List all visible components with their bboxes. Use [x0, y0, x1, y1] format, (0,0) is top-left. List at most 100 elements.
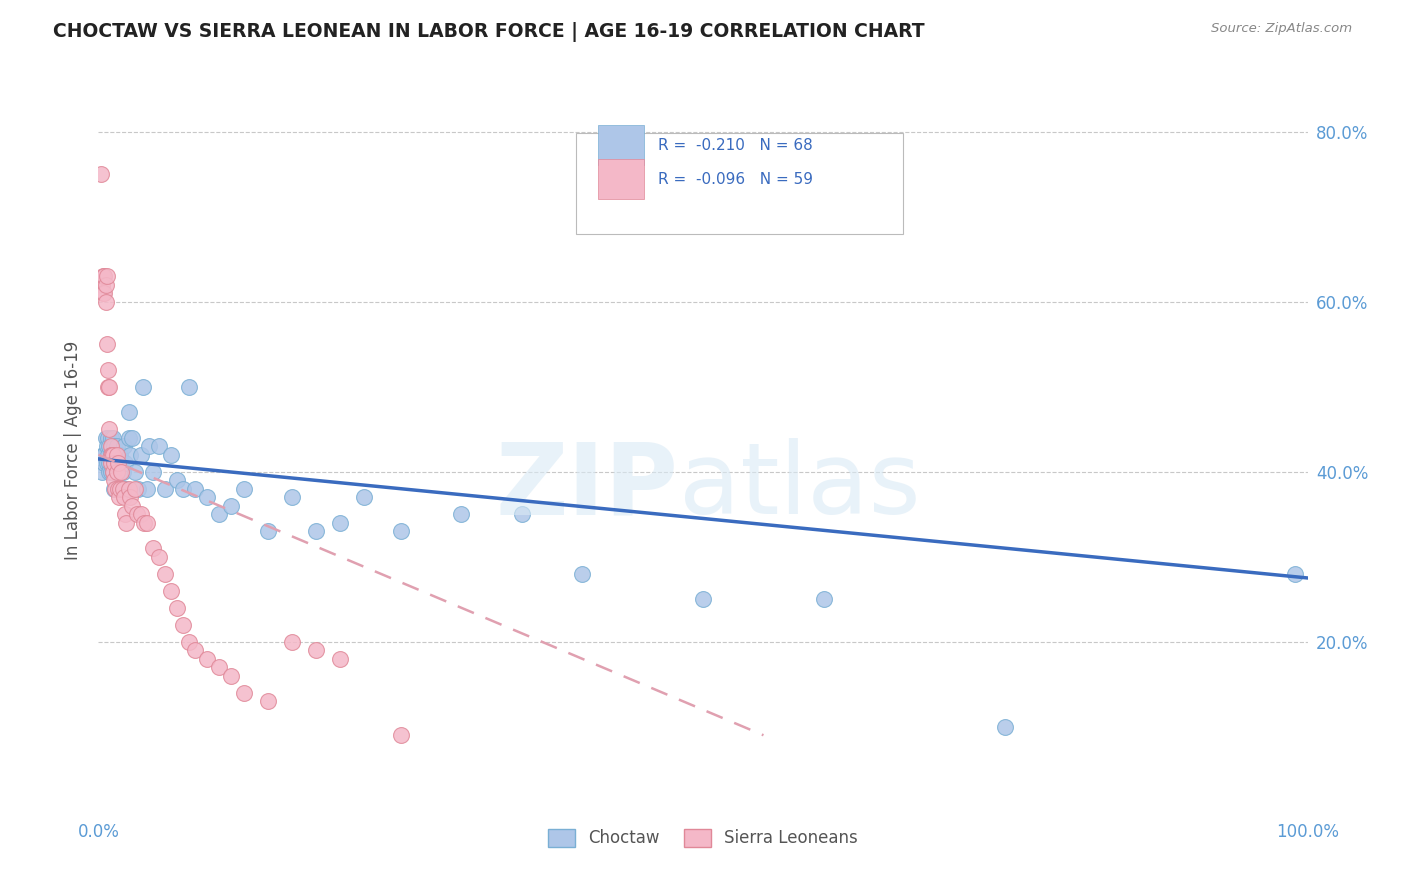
Point: [100, 448, 122, 462]
Point: [104, 448, 127, 462]
Point: [124, 482, 146, 496]
Point: [114, 507, 136, 521]
Point: [142, 465, 165, 479]
Point: [208, 660, 231, 674]
Point: [103, 456, 125, 470]
Point: [148, 549, 170, 564]
Point: [100, 439, 122, 453]
Point: [93, 269, 115, 284]
Point: [97, 362, 120, 376]
Point: [179, 634, 201, 648]
Point: [510, 507, 533, 521]
Point: [124, 465, 146, 479]
Point: [148, 439, 170, 453]
Point: [107, 482, 129, 496]
Y-axis label: In Labor Force | Age 16-19: In Labor Force | Age 16-19: [65, 341, 83, 560]
Point: [118, 482, 141, 496]
Point: [100, 465, 122, 479]
Point: [108, 448, 131, 462]
Point: [91, 269, 114, 284]
Point: [105, 448, 128, 462]
Point: [221, 669, 243, 683]
Point: [179, 380, 201, 394]
Point: [105, 465, 128, 479]
Point: [115, 482, 138, 496]
Point: [111, 465, 134, 479]
Point: [101, 448, 124, 462]
Point: [91, 465, 114, 479]
Point: [166, 473, 188, 487]
Point: [96, 337, 118, 351]
Point: [103, 439, 125, 453]
Point: [100, 431, 122, 445]
Text: R =  -0.096   N = 59: R = -0.096 N = 59: [658, 171, 813, 186]
Point: [305, 643, 328, 657]
Point: [112, 439, 135, 453]
Point: [93, 448, 115, 462]
Point: [118, 431, 141, 445]
Point: [98, 439, 121, 453]
Point: [94, 294, 117, 309]
Point: [118, 405, 141, 419]
Point: [184, 482, 207, 496]
Point: [100, 448, 122, 462]
Point: [100, 439, 122, 453]
Point: [108, 465, 131, 479]
Point: [232, 686, 254, 700]
Point: [127, 507, 149, 521]
Point: [129, 507, 152, 521]
Point: [195, 651, 218, 665]
Point: [160, 583, 183, 598]
Point: [96, 439, 118, 453]
Point: [96, 269, 118, 284]
Point: [108, 456, 131, 470]
Point: [256, 524, 278, 539]
Point: [97, 380, 120, 394]
Point: [281, 490, 304, 504]
Point: [100, 448, 122, 462]
Point: [98, 465, 121, 479]
Point: [121, 431, 143, 445]
Point: [94, 431, 117, 445]
Point: [110, 456, 132, 470]
Point: [98, 456, 121, 470]
Text: ZIP: ZIP: [496, 438, 679, 535]
Legend: Choctaw, Sierra Leoneans: Choctaw, Sierra Leoneans: [541, 822, 865, 854]
Point: [692, 592, 714, 607]
Point: [115, 516, 138, 530]
Point: [184, 643, 207, 657]
Point: [153, 566, 176, 581]
Point: [104, 482, 127, 496]
Point: [108, 482, 131, 496]
Point: [132, 380, 155, 394]
Point: [101, 465, 124, 479]
Point: [166, 600, 188, 615]
Point: [208, 507, 231, 521]
Point: [114, 456, 136, 470]
Text: R =  -0.210   N = 68: R = -0.210 N = 68: [658, 137, 813, 153]
Point: [813, 592, 835, 607]
FancyBboxPatch shape: [576, 133, 903, 234]
Point: [135, 516, 157, 530]
Point: [103, 456, 125, 470]
Point: [221, 499, 243, 513]
Point: [389, 728, 412, 742]
Text: atlas: atlas: [679, 438, 921, 535]
Point: [135, 482, 157, 496]
Point: [108, 490, 131, 504]
Point: [127, 482, 149, 496]
Point: [118, 490, 141, 504]
Point: [98, 380, 121, 394]
Point: [103, 473, 125, 487]
Point: [112, 490, 135, 504]
Point: [281, 634, 304, 648]
Point: [329, 516, 352, 530]
Point: [1284, 566, 1306, 581]
Point: [90, 167, 112, 181]
FancyBboxPatch shape: [598, 160, 644, 199]
Point: [93, 286, 115, 301]
Point: [571, 566, 593, 581]
Point: [103, 482, 125, 496]
Point: [101, 465, 124, 479]
Point: [118, 448, 141, 462]
